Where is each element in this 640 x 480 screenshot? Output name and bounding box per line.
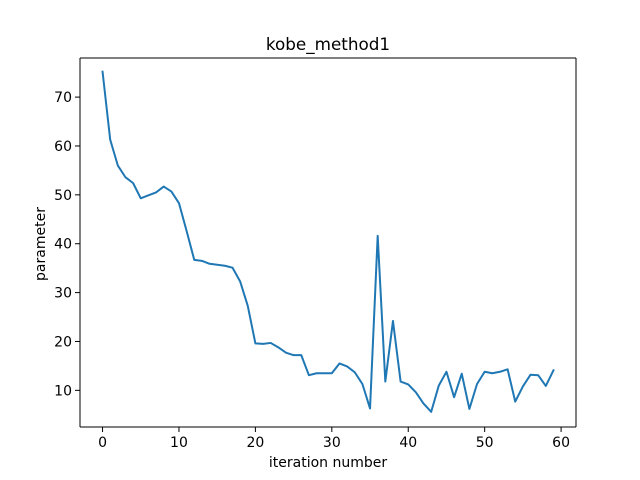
y-axis-label: parameter — [33, 207, 49, 281]
y-tick-label: 60 — [54, 139, 72, 155]
x-tick-label: 10 — [170, 435, 188, 451]
y-tick-label: 30 — [54, 286, 72, 302]
y-tick-label: 50 — [54, 188, 72, 204]
y-tick-label: 20 — [54, 334, 72, 350]
x-axis-label: iteration number — [269, 455, 387, 471]
x-tick-label: 60 — [552, 435, 570, 451]
y-tick-label: 10 — [54, 383, 72, 399]
x-tick-label: 20 — [246, 435, 264, 451]
plot-area: 0 10 20 30 40 50 60 10 20 30 40 50 60 70 — [54, 57, 577, 451]
y-tick-label: 70 — [54, 90, 72, 106]
x-tick-label: 30 — [323, 435, 341, 451]
chart-title: kobe_method1 — [266, 34, 390, 55]
x-tick-label: 0 — [98, 435, 107, 451]
x-tick-label: 50 — [476, 435, 494, 451]
series-line-1 — [101, 70, 555, 413]
x-tick-label: 40 — [399, 435, 417, 451]
y-tick-label: 40 — [54, 237, 72, 253]
